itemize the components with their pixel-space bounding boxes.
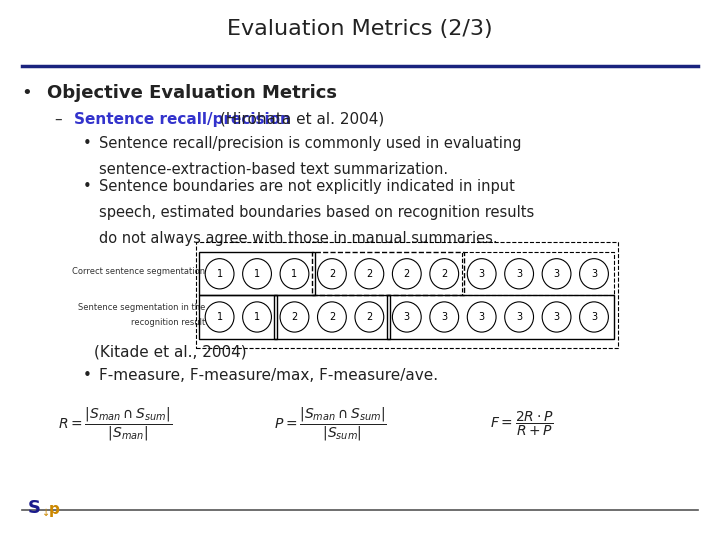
Text: 2: 2 — [366, 269, 372, 279]
Text: 1: 1 — [254, 269, 260, 279]
Text: 3: 3 — [591, 312, 597, 322]
Text: 2: 2 — [292, 312, 297, 322]
Text: 2: 2 — [404, 269, 410, 279]
Text: recognition result: recognition result — [131, 318, 205, 327]
Ellipse shape — [505, 302, 534, 332]
Text: 2: 2 — [329, 312, 335, 322]
Ellipse shape — [542, 302, 571, 332]
Bar — [196, 242, 618, 348]
Text: $R = \dfrac{|S_{man} \cap S_{sum}|}{|S_{man}|}$: $R = \dfrac{|S_{man} \cap S_{sum}|}{|S_{… — [58, 405, 172, 443]
Ellipse shape — [318, 302, 346, 332]
Text: 3: 3 — [441, 312, 447, 322]
Text: Sentence segmentation in the: Sentence segmentation in the — [78, 303, 205, 312]
Text: Sentence boundaries are not explicitly indicated in input: Sentence boundaries are not explicitly i… — [99, 179, 516, 194]
Text: ↓: ↓ — [42, 508, 50, 518]
Ellipse shape — [467, 302, 496, 332]
Text: 1: 1 — [292, 269, 297, 279]
Text: •: • — [83, 136, 91, 151]
Text: speech, estimated boundaries based on recognition results: speech, estimated boundaries based on re… — [99, 205, 535, 220]
Ellipse shape — [205, 302, 234, 332]
Text: Objective Evaluation Metrics: Objective Evaluation Metrics — [47, 84, 337, 102]
Text: Sentence recall/precision is commonly used in evaluating: Sentence recall/precision is commonly us… — [99, 136, 522, 151]
Text: 1: 1 — [217, 312, 222, 322]
Text: 3: 3 — [516, 269, 522, 279]
Bar — [274, 295, 390, 339]
Ellipse shape — [243, 259, 271, 289]
Text: 3: 3 — [516, 312, 522, 322]
Text: 1: 1 — [217, 269, 222, 279]
Text: sentence-extraction-based text summarization.: sentence-extraction-based text summariza… — [99, 162, 449, 177]
Text: •: • — [83, 179, 91, 194]
Text: •: • — [83, 368, 91, 383]
Ellipse shape — [542, 259, 571, 289]
Bar — [462, 252, 614, 295]
Text: $F = \dfrac{2R \cdot P}{R + P}$: $F = \dfrac{2R \cdot P}{R + P}$ — [490, 410, 553, 438]
Text: p: p — [49, 502, 60, 517]
Bar — [312, 252, 464, 295]
Text: 2: 2 — [441, 269, 447, 279]
Ellipse shape — [467, 259, 496, 289]
Bar — [199, 252, 315, 295]
Text: F-measure, F-measure/max, F-measure/ave.: F-measure, F-measure/max, F-measure/ave. — [99, 368, 438, 383]
Text: 3: 3 — [479, 269, 485, 279]
Ellipse shape — [318, 259, 346, 289]
Text: 3: 3 — [404, 312, 410, 322]
Ellipse shape — [505, 259, 534, 289]
Ellipse shape — [580, 302, 608, 332]
Ellipse shape — [355, 302, 384, 332]
Text: 3: 3 — [591, 269, 597, 279]
Ellipse shape — [280, 302, 309, 332]
Text: 2: 2 — [329, 269, 335, 279]
Ellipse shape — [392, 259, 421, 289]
Text: 1: 1 — [254, 312, 260, 322]
Text: 3: 3 — [554, 269, 559, 279]
Ellipse shape — [355, 259, 384, 289]
Bar — [387, 295, 614, 339]
Text: •: • — [22, 84, 32, 102]
Text: (Kitade et al., 2004): (Kitade et al., 2004) — [94, 345, 246, 360]
Text: $P = \dfrac{|S_{man} \cap S_{sum}|}{|S_{sum}|}$: $P = \dfrac{|S_{man} \cap S_{sum}|}{|S_{… — [274, 405, 387, 443]
Ellipse shape — [205, 259, 234, 289]
Ellipse shape — [280, 259, 309, 289]
Text: 3: 3 — [554, 312, 559, 322]
Text: 2: 2 — [366, 312, 372, 322]
Ellipse shape — [243, 302, 271, 332]
Text: 3: 3 — [479, 312, 485, 322]
Ellipse shape — [430, 259, 459, 289]
Text: Sentence recall/precision: Sentence recall/precision — [74, 112, 291, 127]
Text: S: S — [27, 500, 40, 517]
Text: Evaluation Metrics (2/3): Evaluation Metrics (2/3) — [228, 19, 492, 39]
Bar — [199, 295, 277, 339]
Ellipse shape — [580, 259, 608, 289]
Ellipse shape — [430, 302, 459, 332]
Text: (Hirohata et al. 2004): (Hirohata et al. 2004) — [215, 112, 384, 127]
Text: –: – — [54, 112, 62, 127]
Text: Correct sentence segmentation: Correct sentence segmentation — [72, 267, 205, 275]
Text: do not always agree with those in manual summaries.: do not always agree with those in manual… — [99, 231, 498, 246]
Ellipse shape — [392, 302, 421, 332]
